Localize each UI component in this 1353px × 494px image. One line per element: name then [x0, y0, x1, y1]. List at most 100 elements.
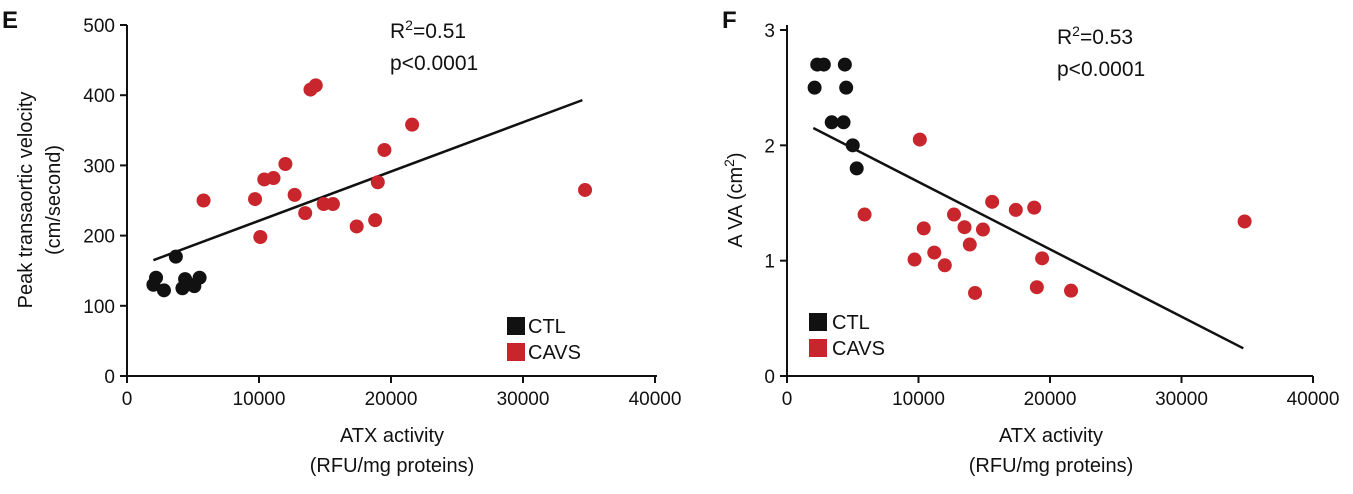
- point-ctl: [168, 249, 183, 264]
- point-ctl: [156, 283, 171, 298]
- x-axis-title-line2: (RFU/mg proteins): [310, 455, 474, 477]
- data-points: [146, 78, 593, 298]
- point-cavs: [308, 78, 323, 93]
- y-tick-label: 0: [104, 367, 115, 388]
- point-cavs: [370, 175, 385, 190]
- point-ctl: [839, 80, 854, 95]
- point-ctl: [845, 138, 860, 153]
- y-tick-label: 400: [83, 86, 115, 107]
- r-squared-annotation: R2=0.53: [1057, 23, 1133, 49]
- x-axis-title-line1: ATX activity: [340, 425, 444, 447]
- point-cavs: [368, 213, 383, 228]
- point-cavs: [349, 219, 364, 234]
- y-axis-title-line1: Peak transaortic velocity: [15, 92, 37, 309]
- legend-label-ctl: CTL: [528, 316, 566, 338]
- point-cavs: [975, 222, 990, 237]
- point-cavs: [196, 193, 211, 208]
- p-value-annotation: p<0.0001: [390, 52, 478, 75]
- point-cavs: [325, 197, 340, 212]
- y-tick-label: 300: [83, 156, 115, 177]
- y-tick-label: 0: [764, 367, 775, 388]
- point-cavs: [1008, 202, 1023, 217]
- x-tick-label: 40000: [1287, 389, 1340, 410]
- point-ctl: [192, 270, 207, 285]
- y-tick-label: 1: [764, 252, 775, 273]
- data-points: [807, 57, 1252, 300]
- y-tick-label: 2: [764, 136, 775, 157]
- point-cavs: [912, 132, 927, 147]
- legend-swatch-cavs: [507, 343, 525, 361]
- legend: CTL CAVS: [507, 316, 581, 364]
- panel-letter-e: E: [2, 7, 18, 34]
- point-cavs: [253, 230, 268, 245]
- point-cavs: [907, 252, 922, 267]
- x-tick-label: 20000: [1024, 389, 1077, 410]
- x-tick-label: 10000: [233, 389, 286, 410]
- p-value-annotation: p<0.0001: [1057, 58, 1145, 81]
- point-ctl: [816, 57, 831, 72]
- legend-label-ctl: CTL: [832, 312, 870, 334]
- point-cavs: [278, 156, 293, 171]
- x-tick-label: 30000: [1155, 389, 1208, 410]
- point-ctl: [824, 115, 839, 130]
- point-cavs: [962, 237, 977, 252]
- point-cavs: [947, 207, 962, 222]
- point-cavs: [298, 206, 313, 221]
- point-cavs: [916, 221, 931, 236]
- legend-swatch-ctl: [507, 317, 525, 335]
- x-ticks: 0 10000 20000 30000 40000: [782, 376, 1340, 410]
- legend-label-cavs: CAVS: [832, 338, 885, 360]
- point-cavs: [937, 258, 952, 273]
- point-cavs: [1029, 280, 1044, 295]
- regression-line: [812, 126, 1244, 350]
- legend-swatch-cavs: [809, 339, 827, 357]
- y-tick-label: 3: [764, 21, 775, 42]
- x-tick-label: 20000: [365, 389, 418, 410]
- y-ticks: 0 1 2 3: [764, 21, 787, 388]
- point-cavs: [857, 207, 872, 222]
- point-cavs: [1035, 251, 1050, 266]
- regression-line: [152, 98, 583, 262]
- point-cavs: [927, 245, 942, 260]
- point-cavs: [405, 117, 420, 132]
- r-squared-annotation: R2=0.51: [390, 17, 466, 43]
- point-ctl: [837, 57, 852, 72]
- point-cavs: [985, 194, 1000, 209]
- x-tick-label: 0: [782, 389, 793, 410]
- y-tick-label: 500: [83, 16, 115, 37]
- point-cavs: [968, 285, 983, 300]
- point-cavs: [377, 142, 392, 157]
- point-cavs: [266, 171, 281, 186]
- point-ctl: [836, 115, 851, 130]
- y-axis-title-line2: (cm/second): [43, 145, 65, 255]
- point-cavs: [957, 220, 972, 235]
- x-tick-label: 10000: [892, 389, 945, 410]
- x-axis-title-line2: (RFU/mg proteins): [969, 455, 1133, 477]
- y-axis-title: A VA (cm2): [721, 152, 747, 247]
- point-ctl: [807, 80, 822, 95]
- panel-letter-f: F: [722, 7, 737, 34]
- point-cavs: [248, 192, 263, 207]
- y-ticks: 0 100 200 300 400 500: [83, 16, 127, 388]
- point-ctl: [849, 161, 864, 176]
- point-cavs: [287, 187, 302, 202]
- x-tick-label: 0: [122, 389, 133, 410]
- point-cavs: [578, 182, 593, 197]
- point-cavs: [1237, 214, 1252, 229]
- x-tick-label: 40000: [629, 389, 682, 410]
- panel-e: E Peak transaortic velocity (cm/second) …: [2, 7, 681, 477]
- y-tick-label: 100: [83, 297, 115, 318]
- x-tick-label: 30000: [497, 389, 550, 410]
- x-ticks: 0 10000 20000 30000 40000: [122, 376, 682, 410]
- y-tick-label: 200: [83, 227, 115, 248]
- point-ctl: [149, 270, 164, 285]
- x-axis-title-line1: ATX activity: [999, 425, 1103, 447]
- legend-swatch-ctl: [809, 313, 827, 331]
- point-cavs: [1064, 283, 1079, 298]
- point-cavs: [1027, 200, 1042, 215]
- legend: CTL CAVS: [809, 312, 885, 360]
- legend-label-cavs: CAVS: [528, 342, 581, 364]
